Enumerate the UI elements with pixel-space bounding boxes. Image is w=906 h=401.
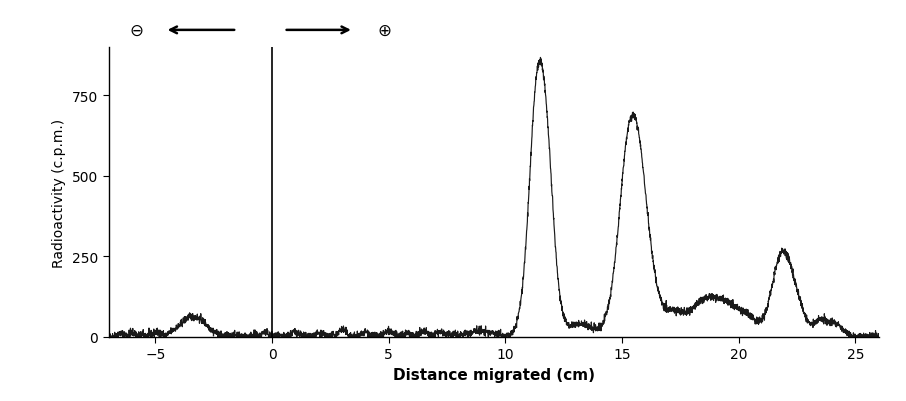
Text: $\oplus$: $\oplus$ <box>377 22 391 40</box>
X-axis label: Distance migrated (cm): Distance migrated (cm) <box>393 367 594 382</box>
Text: $\ominus$: $\ominus$ <box>130 22 144 40</box>
Y-axis label: Radioactivity (c.p.m.): Radioactivity (c.p.m.) <box>53 118 66 267</box>
